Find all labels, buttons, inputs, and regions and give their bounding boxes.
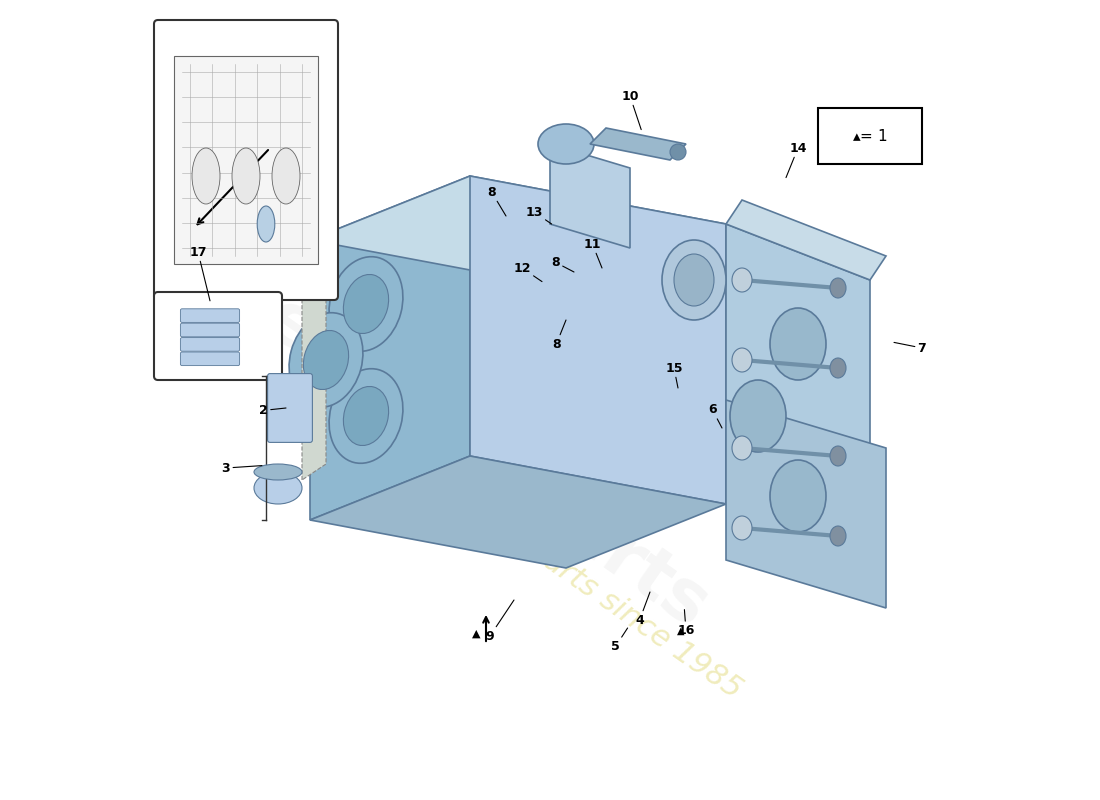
Text: 14: 14 — [786, 142, 806, 178]
Text: a passion for parts since 1985: a passion for parts since 1985 — [353, 416, 747, 704]
Ellipse shape — [329, 257, 403, 351]
FancyBboxPatch shape — [154, 292, 282, 380]
Ellipse shape — [732, 436, 752, 460]
Ellipse shape — [192, 148, 220, 204]
Ellipse shape — [732, 516, 752, 540]
Ellipse shape — [732, 348, 752, 372]
Ellipse shape — [830, 526, 846, 546]
Polygon shape — [302, 240, 326, 480]
Text: 5: 5 — [612, 628, 628, 653]
Polygon shape — [550, 144, 630, 248]
Polygon shape — [470, 176, 726, 504]
Text: 11: 11 — [584, 238, 602, 268]
Ellipse shape — [343, 274, 388, 334]
Ellipse shape — [830, 278, 846, 298]
Text: 16: 16 — [678, 610, 695, 637]
FancyBboxPatch shape — [154, 20, 338, 300]
Text: ▲: ▲ — [472, 629, 481, 638]
Ellipse shape — [830, 358, 846, 378]
Text: 9: 9 — [486, 600, 514, 642]
Ellipse shape — [329, 369, 403, 463]
Ellipse shape — [304, 330, 349, 390]
Text: eurocarparts: eurocarparts — [251, 285, 722, 643]
Ellipse shape — [830, 446, 846, 466]
Polygon shape — [202, 144, 274, 256]
Text: 17: 17 — [189, 246, 210, 301]
Text: 12: 12 — [514, 262, 542, 282]
Ellipse shape — [674, 254, 714, 306]
Polygon shape — [310, 176, 726, 288]
Polygon shape — [310, 456, 726, 568]
FancyBboxPatch shape — [267, 374, 312, 442]
Text: 8: 8 — [552, 320, 567, 350]
Ellipse shape — [232, 148, 260, 204]
Ellipse shape — [257, 206, 275, 242]
FancyBboxPatch shape — [180, 338, 240, 351]
Ellipse shape — [343, 386, 388, 446]
Ellipse shape — [670, 144, 686, 160]
Ellipse shape — [272, 148, 300, 204]
Text: 4: 4 — [635, 592, 650, 626]
FancyBboxPatch shape — [180, 323, 240, 337]
Text: 8: 8 — [487, 186, 506, 216]
Ellipse shape — [730, 380, 786, 452]
Ellipse shape — [289, 313, 363, 407]
Ellipse shape — [770, 460, 826, 532]
Ellipse shape — [662, 240, 726, 320]
Ellipse shape — [538, 124, 594, 164]
Polygon shape — [726, 400, 886, 608]
FancyBboxPatch shape — [180, 352, 240, 366]
Text: 2: 2 — [260, 404, 286, 417]
Text: 3: 3 — [222, 462, 262, 474]
Ellipse shape — [254, 464, 303, 480]
Polygon shape — [726, 224, 870, 560]
Ellipse shape — [254, 472, 303, 504]
Text: 15: 15 — [666, 362, 683, 388]
Text: $\blacktriangle$= 1: $\blacktriangle$= 1 — [852, 128, 888, 144]
Polygon shape — [590, 128, 686, 160]
Text: 13: 13 — [526, 206, 551, 224]
Polygon shape — [174, 56, 318, 264]
Text: 10: 10 — [621, 90, 641, 130]
Text: 7: 7 — [894, 342, 926, 354]
FancyBboxPatch shape — [180, 309, 240, 322]
Polygon shape — [310, 176, 470, 520]
Text: 8: 8 — [551, 256, 574, 272]
Ellipse shape — [770, 308, 826, 380]
Text: ▲: ▲ — [676, 626, 684, 635]
Text: 6: 6 — [708, 403, 722, 428]
Ellipse shape — [732, 268, 752, 292]
Polygon shape — [726, 200, 886, 280]
FancyBboxPatch shape — [818, 108, 922, 164]
